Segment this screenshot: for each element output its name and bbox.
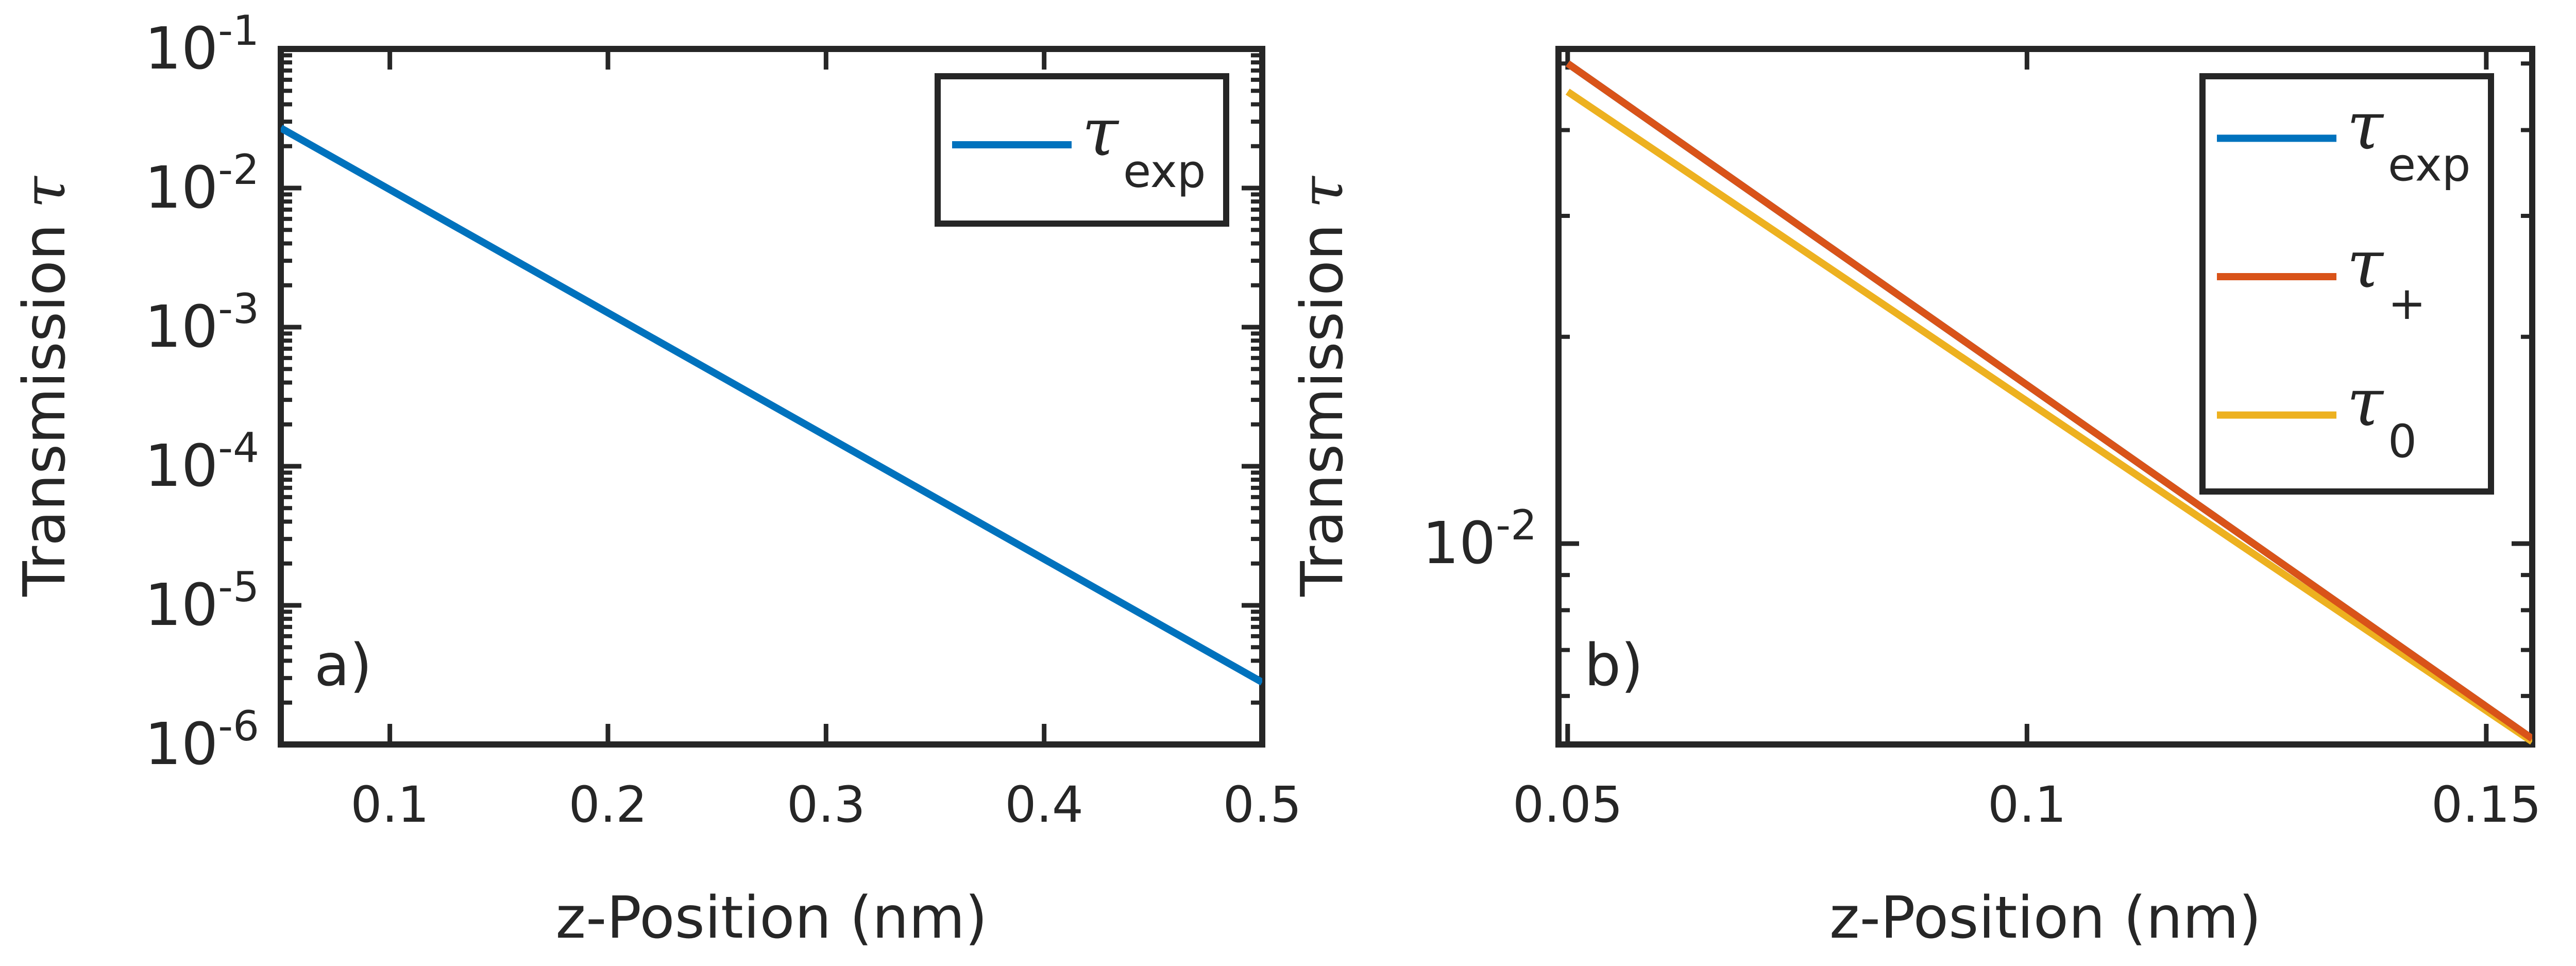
legend-symbol: τ	[1082, 94, 1120, 171]
series-group	[1565, 60, 2532, 744]
legend-subscript: 0	[2388, 415, 2417, 468]
legend-subscript: exp	[2388, 138, 2471, 191]
y-tick-exponent: -5	[218, 563, 259, 611]
y-tick-label: 10-4	[145, 424, 259, 500]
y-axis-label-symbol: τ	[11, 175, 78, 208]
y-axis-label-symbol: τ	[1289, 175, 1356, 208]
legend-box	[935, 73, 1229, 227]
y-tick-base: 10	[145, 155, 218, 222]
series-line-exp	[281, 125, 1262, 686]
y-tick-exponent: -2	[218, 146, 259, 194]
y-tick-base: 10	[145, 15, 218, 82]
legend-subscript: +	[2388, 277, 2426, 330]
legend-symbol: τ	[2347, 88, 2384, 164]
x-tick-label: 0.4	[1005, 776, 1083, 834]
legend-subscript: exp	[1123, 145, 1206, 198]
y-tick-base: 10	[1422, 510, 1496, 577]
y-tick-exponent: -3	[218, 285, 259, 333]
legend-symbol: τ	[2347, 226, 2384, 303]
chart-panel-a: 10-610-510-410-310-210-10.1 0.2 0.3 0.4 0.5z…	[11, 7, 1301, 952]
y-tick-label: 10-2	[1422, 501, 1537, 577]
y-tick-base: 10	[145, 572, 218, 639]
x-tick-label: 0.2	[569, 776, 648, 834]
y-tick-exponent: -2	[1496, 501, 1537, 549]
panel-label: b)	[1584, 632, 1643, 699]
x-tick-label: 0.05	[1513, 776, 1623, 834]
chart-panel-b: 10-2 0.05 0.1 0.15 z-Position (nm) Transmissi…	[1289, 46, 2541, 952]
y-tick-label: 10-6	[145, 702, 259, 778]
y-tick-label: 10-3	[145, 285, 259, 361]
y-tick-base: 10	[145, 294, 218, 361]
plot-frame	[278, 46, 1265, 748]
panel-label: a)	[314, 632, 372, 699]
y-tick-base: 10	[145, 433, 218, 500]
y-tick-exponent: -4	[218, 424, 259, 472]
x-axis-label: z-Position (nm)	[555, 885, 987, 952]
x-tick-label: 0.15	[2431, 776, 2541, 834]
y-axis-label: Transmission τ	[1289, 175, 1356, 597]
series-group	[281, 125, 1262, 686]
legend-symbol: τ	[2347, 365, 2384, 442]
x-tick-label: 0.5	[1223, 776, 1302, 834]
series-line-zero	[1565, 89, 2532, 744]
plot-frame	[1555, 46, 2535, 748]
y-axis-label-text: Transmission	[1289, 224, 1356, 597]
y-tick-label: 10-1	[145, 7, 259, 82]
y-tick-base: 10	[145, 711, 218, 778]
x-tick-label: 0.3	[787, 776, 866, 834]
x-tick-label: 0.1	[350, 776, 429, 834]
y-tick-exponent: -1	[218, 7, 259, 55]
x-tick-label: 0.1	[1988, 776, 2066, 834]
y-tick-label: 10-2	[145, 146, 259, 222]
y-tick-exponent: -6	[218, 702, 259, 750]
series-line-plus	[1565, 60, 2532, 742]
y-axis-label: Transmission τ	[11, 175, 78, 597]
y-axis-label-text: Transmission	[11, 224, 78, 597]
y-tick-label: 10-5	[145, 563, 259, 639]
x-axis-label: z-Position (nm)	[1829, 885, 2261, 952]
legend-box	[2199, 73, 2494, 495]
